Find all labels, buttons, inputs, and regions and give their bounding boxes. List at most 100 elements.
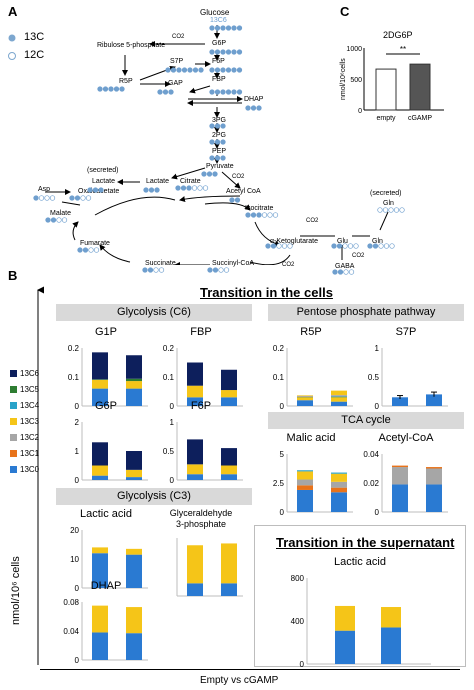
isotope-dot	[113, 86, 120, 92]
isotope-dot	[225, 89, 232, 95]
bar-segment-13c0	[92, 553, 108, 588]
bar-segment-13c1	[426, 467, 442, 469]
legend-swatch-13c2	[10, 434, 17, 441]
arc-oaa-citrate	[94, 196, 176, 216]
co2-label-4: CO2	[232, 174, 245, 180]
tick-label: 0.2	[68, 344, 80, 353]
bar-segment-13c2	[426, 468, 442, 485]
isotope-dot	[220, 89, 226, 95]
bar-segment-13c0	[221, 583, 237, 596]
node-glu: Glu	[337, 238, 348, 245]
legend-swatch-13c6	[10, 370, 17, 377]
isotope-dot	[287, 243, 293, 249]
bar-segment-13c6	[187, 439, 203, 465]
arrow-succ-fum	[99, 244, 131, 263]
bar-segment-13c3	[221, 465, 237, 475]
isotope-dot	[388, 207, 394, 213]
node-gaba: GABA	[335, 263, 355, 270]
bar-segment-13c0	[187, 474, 203, 480]
isotope-dot	[45, 217, 51, 223]
isotope-dot	[202, 185, 209, 191]
node-oxaloacetate: Oxaloacetate	[78, 188, 120, 195]
isotope-dot	[218, 267, 224, 273]
c-tick-label: 1000	[346, 46, 362, 53]
bar-segment-13c2	[331, 394, 347, 396]
chart-dhap: 0 0.04 0.08	[63, 598, 148, 665]
bar-segment-13c3	[331, 397, 347, 402]
bar-segment-13c3	[187, 545, 203, 584]
glu-gln-arrows	[300, 211, 389, 260]
isotope-dot	[158, 267, 165, 273]
panel-b-yaxis	[37, 286, 44, 665]
bar-segment-13c0	[297, 489, 313, 512]
legend-swatch-13c5	[10, 386, 17, 393]
tick-label: 1	[75, 447, 80, 456]
panel-b-xaxis	[40, 669, 460, 670]
isotope-dot	[147, 267, 154, 273]
isotope-dot	[372, 243, 379, 249]
isotope-dot	[69, 195, 75, 201]
bar-segment-13c2	[297, 479, 313, 486]
isotope-dot	[347, 243, 354, 249]
isotope-dot	[272, 212, 279, 218]
isotope-dot	[348, 269, 355, 275]
arrow-fbp-gap	[189, 85, 211, 94]
isotope-dot	[236, 25, 243, 31]
node-s7p: S7P	[170, 58, 184, 65]
bar-segment-13c0	[92, 632, 108, 660]
isotope-dot	[234, 197, 241, 203]
isotope-dot	[209, 123, 215, 129]
bar-segment-13c2	[297, 395, 313, 397]
tick-label: 0.5	[163, 447, 175, 456]
bar-segment-13c0	[335, 630, 355, 664]
supernatant-title: Transition in the supernatant	[276, 535, 455, 550]
bar-segment-13c6	[92, 442, 108, 466]
legend-label-13c6: 13C6	[20, 369, 40, 378]
isotope-dot	[153, 267, 159, 273]
isotope-dot	[49, 195, 56, 201]
tick-label: 0	[170, 402, 175, 411]
tick-label: 1	[170, 418, 175, 427]
isotope-dot	[192, 67, 199, 73]
node-ribulose5p: Ribulose 5-phosphate	[97, 42, 166, 49]
legend-label-13c3: 13C3	[20, 417, 40, 426]
isotope-dot	[236, 89, 243, 95]
isotope-dot	[186, 185, 192, 191]
tick-label: 0.1	[163, 373, 175, 382]
bar-segment-13c0	[297, 400, 313, 406]
bar-segment-13c1	[392, 465, 408, 468]
isotope-dot	[214, 123, 221, 129]
isotope-dot	[44, 195, 50, 201]
supernatant-box	[254, 525, 466, 667]
chart-gap	[176, 538, 243, 597]
chart-acetyl: 0 0.02 0.04	[363, 450, 448, 517]
isotope-dot	[148, 187, 155, 193]
node-acetylcoa: Acetyl CoA	[226, 188, 261, 195]
isotope-dot	[250, 105, 257, 111]
isotope-dot	[157, 89, 163, 95]
isotope-dot	[229, 197, 235, 203]
arrow-gln-sec	[379, 211, 389, 231]
section-tca: TCA cycle	[268, 412, 464, 429]
co2-label-2: CO2	[306, 218, 319, 224]
node-asp: Asp	[38, 186, 51, 193]
chart-title-acetyl: Acetyl-CoA	[378, 432, 434, 444]
bar-segment-13c0	[126, 633, 142, 660]
isotope-dot	[93, 247, 100, 253]
arrow-citrate-iso	[204, 202, 251, 211]
isotope-dot	[389, 243, 395, 249]
isotope-dot	[207, 267, 213, 273]
isotope-dot	[342, 243, 348, 249]
isotope-dot	[209, 89, 215, 95]
isotope-dot	[331, 243, 337, 249]
isotope-dot	[98, 187, 104, 193]
bar-segment-13c3	[221, 390, 237, 398]
isotope-dot	[191, 185, 198, 191]
node-r5p: R5P	[119, 78, 133, 85]
bar-segment-13c0	[426, 394, 442, 406]
arrow-pyr-acetyl	[221, 171, 241, 189]
bar-segment-13c1	[297, 485, 313, 490]
isotope-dot	[206, 171, 213, 177]
section-ppp: Pentose phosphate pathway	[268, 304, 464, 321]
bar-segment-13c2	[392, 467, 408, 485]
